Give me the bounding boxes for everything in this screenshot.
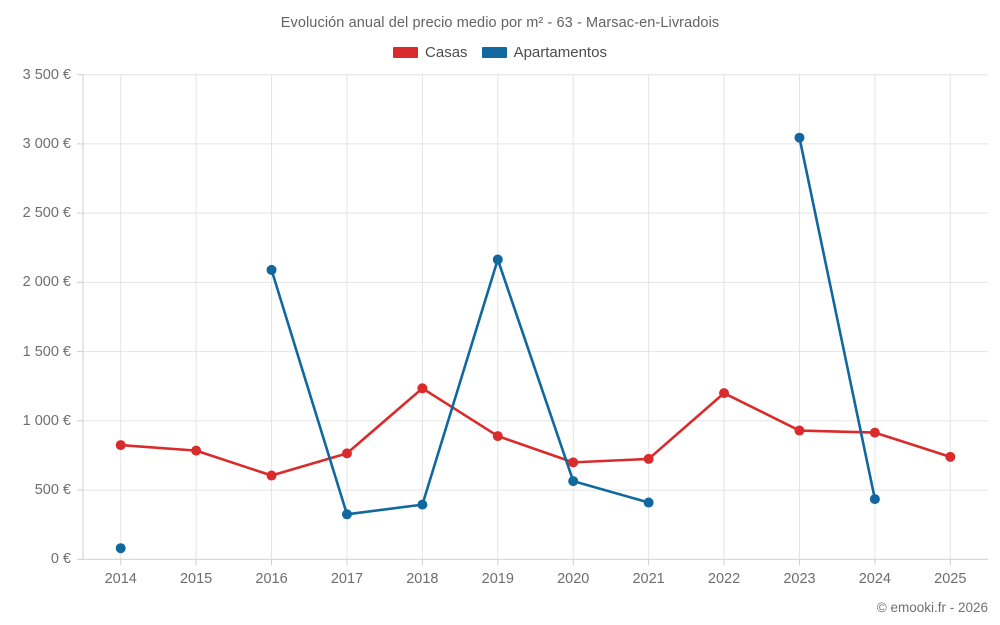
- data-point-casas-2022[interactable]: [719, 388, 730, 399]
- x-axis-tick-label: 2014: [104, 571, 137, 588]
- x-axis-tick-label: 2015: [179, 571, 213, 588]
- legend-swatch-casas: [393, 47, 419, 58]
- x-axis-tick-label: 2024: [858, 571, 892, 588]
- data-point-casas-2018[interactable]: [417, 383, 428, 394]
- y-axis-tick-label: 2 000 €: [22, 274, 71, 291]
- x-axis-tick-label: 2017: [330, 571, 364, 588]
- data-point-casas-2021[interactable]: [643, 453, 654, 464]
- y-axis-tick-label: 500 €: [34, 482, 71, 499]
- data-point-apartamentos-2024[interactable]: [869, 494, 880, 505]
- legend-item-casas[interactable]: Casas: [393, 44, 468, 61]
- x-axis-tick-label: 2016: [255, 571, 288, 588]
- y-axis-tick-label: 3 000 €: [22, 135, 71, 152]
- chart-title: Evolución anual del precio medio por m² …: [280, 15, 720, 31]
- y-axis-tick-label: 1 500 €: [22, 343, 71, 360]
- legend-swatch-apartamentos: [481, 47, 507, 58]
- data-point-casas-2025[interactable]: [945, 451, 956, 462]
- data-point-apartamentos-2021[interactable]: [643, 497, 654, 508]
- chart-legend: Casas Apartamentos: [0, 44, 1000, 61]
- data-point-apartamentos-2020[interactable]: [568, 476, 579, 487]
- series-line-apartamentos: [270, 258, 650, 516]
- y-axis-tick-label: 2 500 €: [22, 205, 71, 222]
- x-axis-tick-label: 2020: [557, 571, 590, 588]
- data-point-casas-2023[interactable]: [794, 425, 805, 436]
- data-point-casas-2017[interactable]: [341, 448, 352, 459]
- y-axis-tick-label: 0 €: [50, 551, 71, 568]
- x-axis-tick-label: 2023: [783, 571, 816, 588]
- x-axis-tick-label: 2025: [934, 571, 967, 588]
- data-point-apartamentos-2018[interactable]: [417, 499, 428, 510]
- data-point-apartamentos-2016[interactable]: [266, 264, 277, 275]
- x-axis-tick-label: 2018: [406, 571, 439, 588]
- data-point-casas-2020[interactable]: [568, 457, 579, 468]
- chart-credit: © emooki.fr - 2026: [876, 600, 988, 615]
- legend-label-apartamentos: Apartamentos: [513, 44, 607, 61]
- data-point-casas-2014[interactable]: [115, 440, 126, 451]
- legend-item-apartamentos[interactable]: Apartamentos: [481, 44, 607, 61]
- data-point-casas-2024[interactable]: [869, 427, 880, 438]
- x-axis-tick-label: 2022: [707, 571, 741, 588]
- x-axis-tick-label: 2021: [632, 571, 665, 588]
- legend-label-casas: Casas: [425, 44, 468, 61]
- x-axis-tick-label: 2019: [481, 571, 514, 588]
- y-axis-tick-label: 1 000 €: [22, 412, 71, 429]
- y-axis-tick-label: 3 500 €: [22, 66, 71, 83]
- data-point-casas-2016[interactable]: [266, 470, 277, 481]
- data-point-casas-2019[interactable]: [492, 431, 503, 442]
- data-point-apartamentos-2019[interactable]: [492, 254, 503, 265]
- data-point-apartamentos-2017[interactable]: [341, 509, 352, 520]
- series-line-apartamentos: [798, 136, 877, 501]
- data-point-casas-2015[interactable]: [191, 445, 202, 456]
- series-line-casas: [119, 387, 952, 477]
- data-point-apartamentos-2023[interactable]: [794, 132, 805, 143]
- data-point-apartamentos-2014[interactable]: [115, 543, 126, 554]
